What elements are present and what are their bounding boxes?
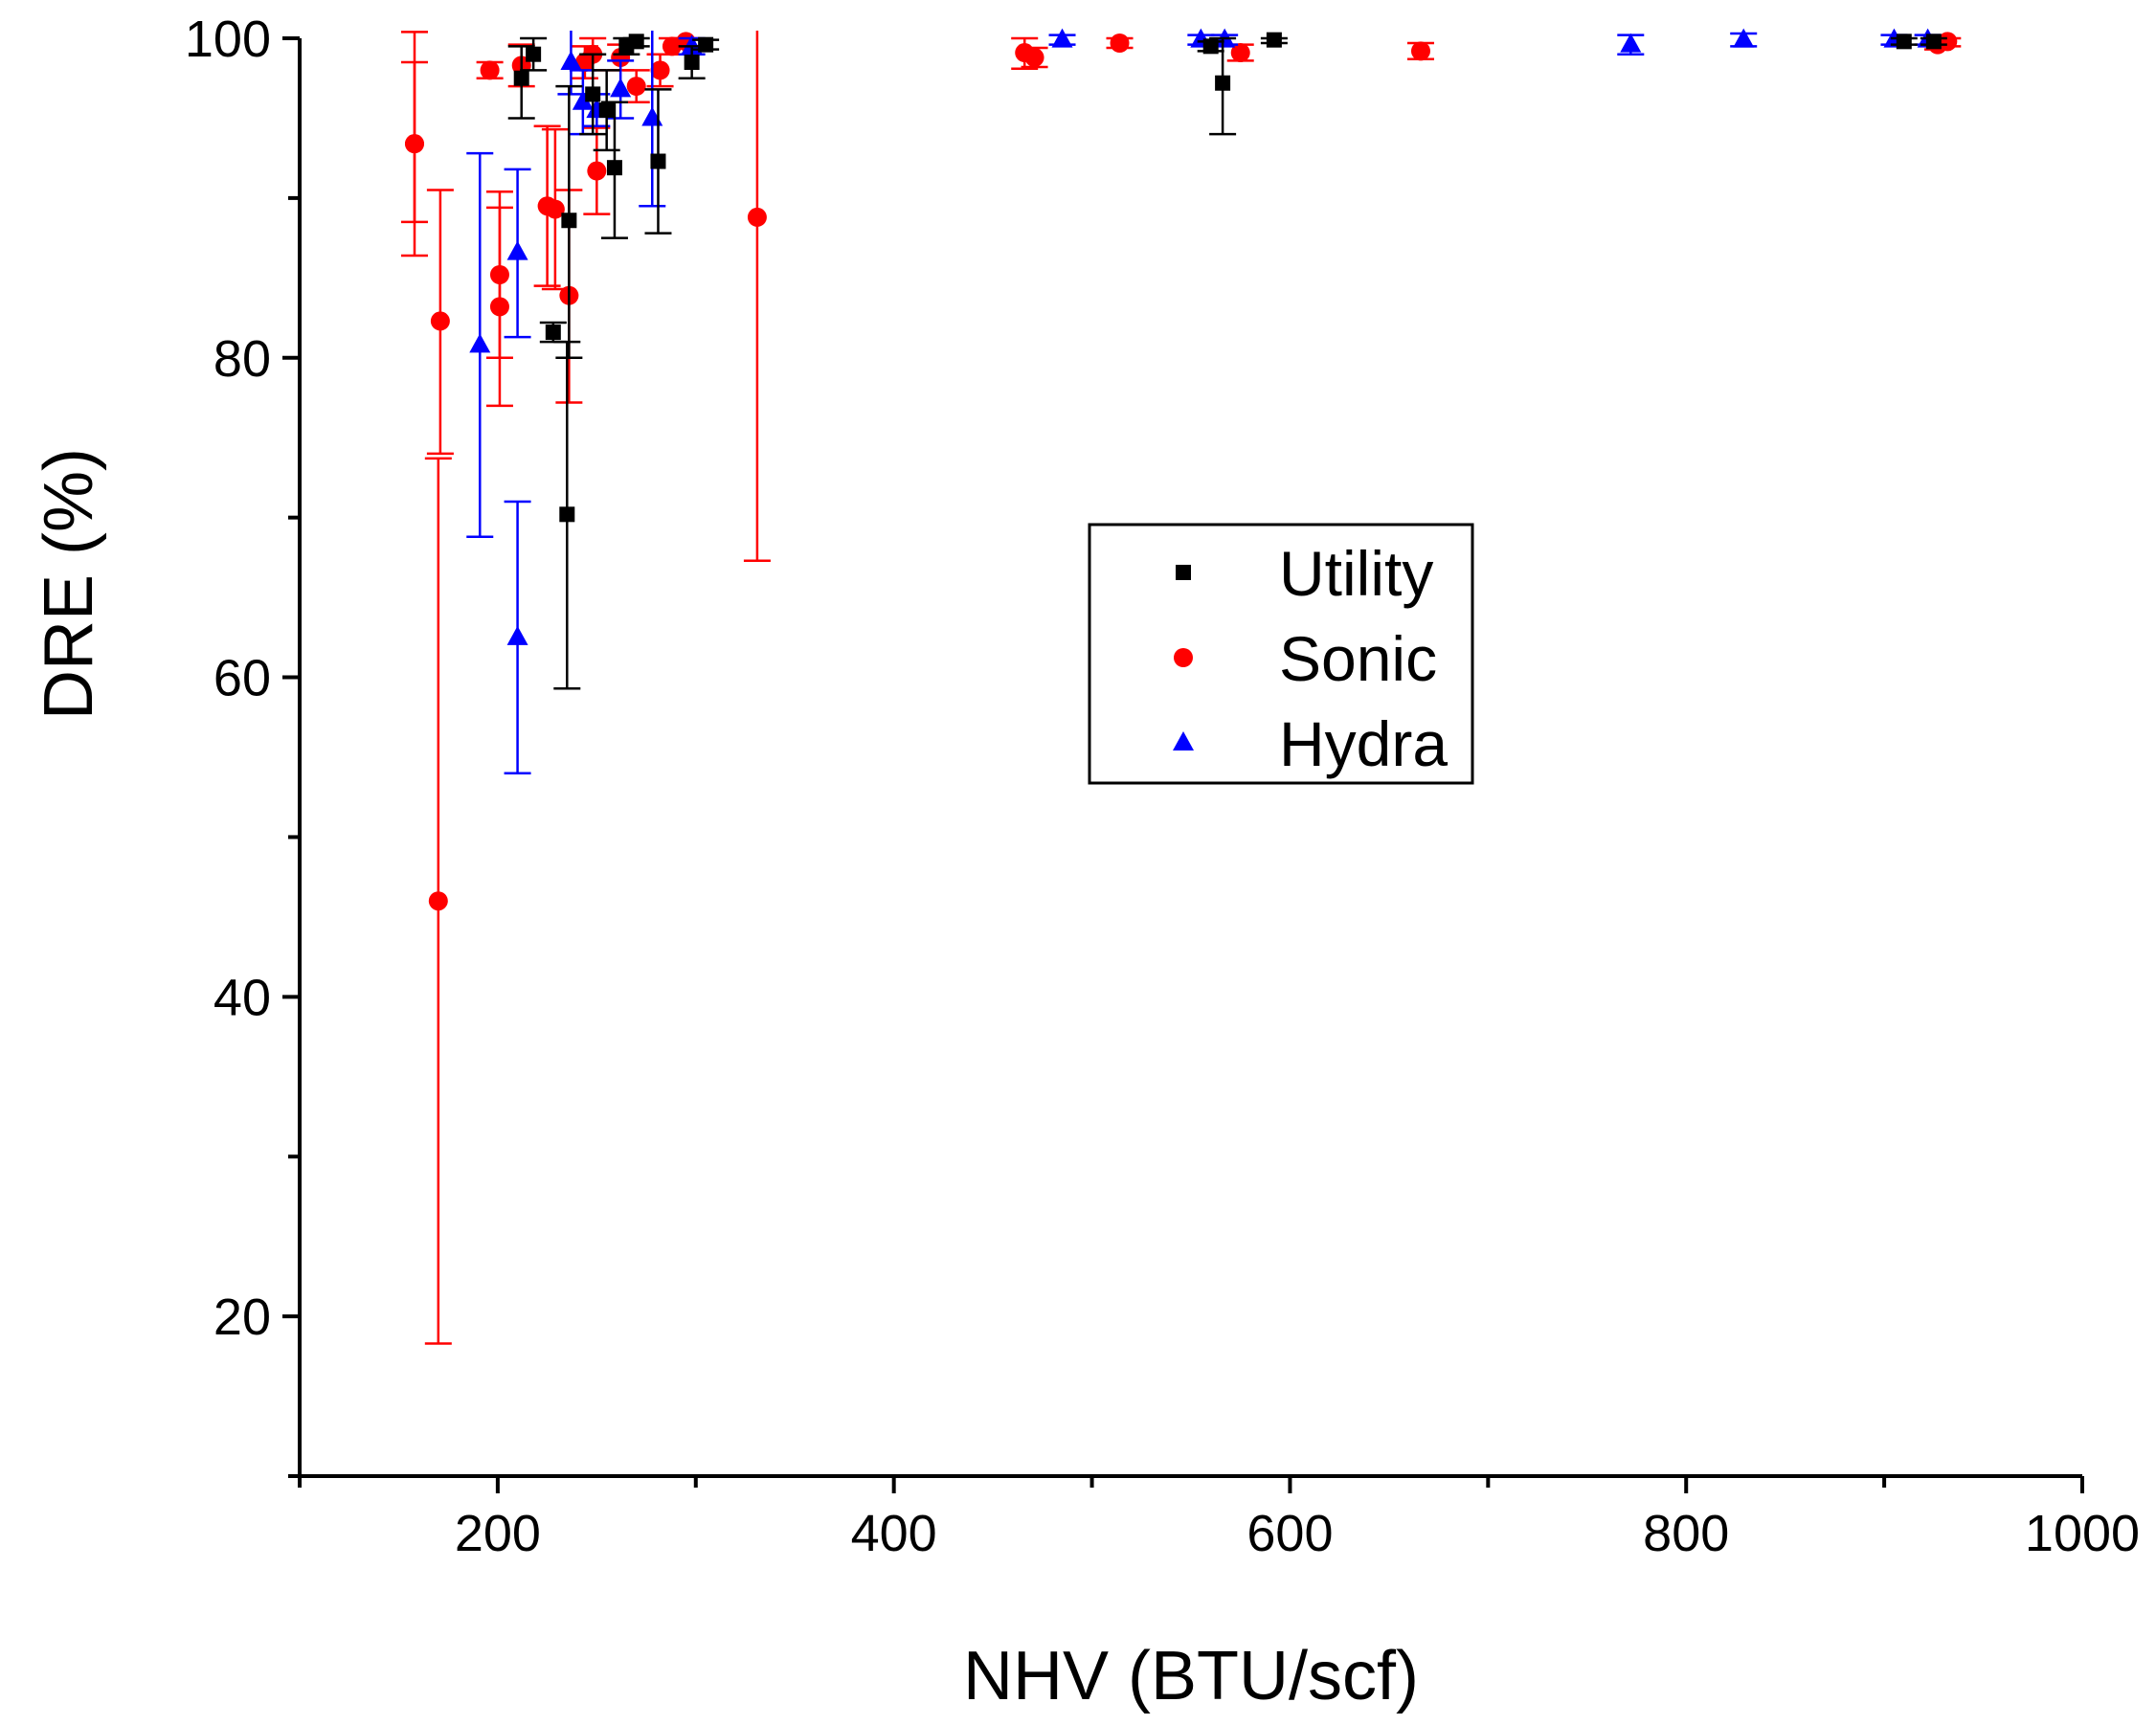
data-point (561, 213, 577, 229)
y-tick-label: 20 (213, 1288, 271, 1346)
x-axis-title: NHV (BTU/scf) (963, 1638, 1419, 1714)
data-point (404, 134, 424, 154)
data-point (1733, 28, 1755, 48)
y-tick-label: 80 (213, 330, 271, 388)
data-point (1024, 48, 1044, 68)
data-point (641, 106, 663, 126)
data-point (489, 297, 509, 317)
x-tick-label: 400 (851, 1505, 937, 1562)
data-point (698, 36, 714, 53)
data-point (430, 311, 450, 331)
legend-label-hydra: Hydra (1279, 708, 1448, 779)
data-point (587, 161, 607, 181)
x-tick-label: 800 (1643, 1505, 1729, 1562)
legend-label-sonic: Sonic (1279, 623, 1437, 694)
data-point (1215, 75, 1231, 91)
x-tick-label: 1000 (2025, 1505, 2140, 1562)
data-point (598, 102, 615, 119)
data-point (610, 78, 632, 98)
data-point (480, 60, 500, 80)
data-marks (400, 28, 1962, 1345)
legend-marker-utility (1176, 565, 1191, 580)
data-point (572, 90, 594, 110)
x-tick-label: 200 (455, 1505, 541, 1562)
data-point (1110, 34, 1130, 54)
data-point (1230, 43, 1250, 63)
data-point (526, 46, 542, 62)
data-point (1925, 34, 1942, 50)
axes (298, 38, 2082, 1478)
legend-marker-sonic (1174, 648, 1193, 667)
data-point (650, 60, 670, 80)
data-point (606, 160, 622, 176)
data-point (1410, 41, 1430, 61)
data-point (506, 625, 528, 645)
data-point (1266, 32, 1282, 48)
data-point (684, 55, 700, 71)
legend: Utility Sonic Hydra (1088, 523, 1474, 785)
data-point (1202, 38, 1219, 55)
data-point (560, 51, 582, 71)
data-point (628, 34, 644, 50)
y-tick-label: 60 (213, 650, 271, 707)
data-point (513, 70, 529, 86)
data-point (747, 207, 767, 227)
data-point (545, 325, 561, 341)
data-point (585, 86, 601, 102)
data-point (469, 333, 491, 353)
legend-label-utility: Utility (1279, 538, 1433, 609)
x-tick-label: 600 (1246, 1505, 1333, 1562)
legend-frame (1088, 523, 1474, 785)
y-tick-label: 100 (185, 11, 271, 68)
series-utility (507, 32, 1947, 690)
data-point (506, 240, 528, 260)
data-point (650, 153, 666, 169)
data-point (428, 891, 448, 911)
data-point (1051, 28, 1073, 48)
data-point (1620, 33, 1642, 53)
data-point (545, 199, 565, 219)
y-tick-label: 40 (213, 969, 271, 1026)
data-point (626, 77, 646, 97)
y-axis-title: DRE (%) (31, 448, 107, 720)
data-point (1938, 32, 1958, 52)
data-point (1896, 34, 1912, 50)
axis-ticks: 200 400 600 800 1000 20 40 60 80 100 (185, 11, 2140, 1562)
data-point (559, 506, 575, 523)
legend-marker-hydra (1173, 731, 1194, 750)
